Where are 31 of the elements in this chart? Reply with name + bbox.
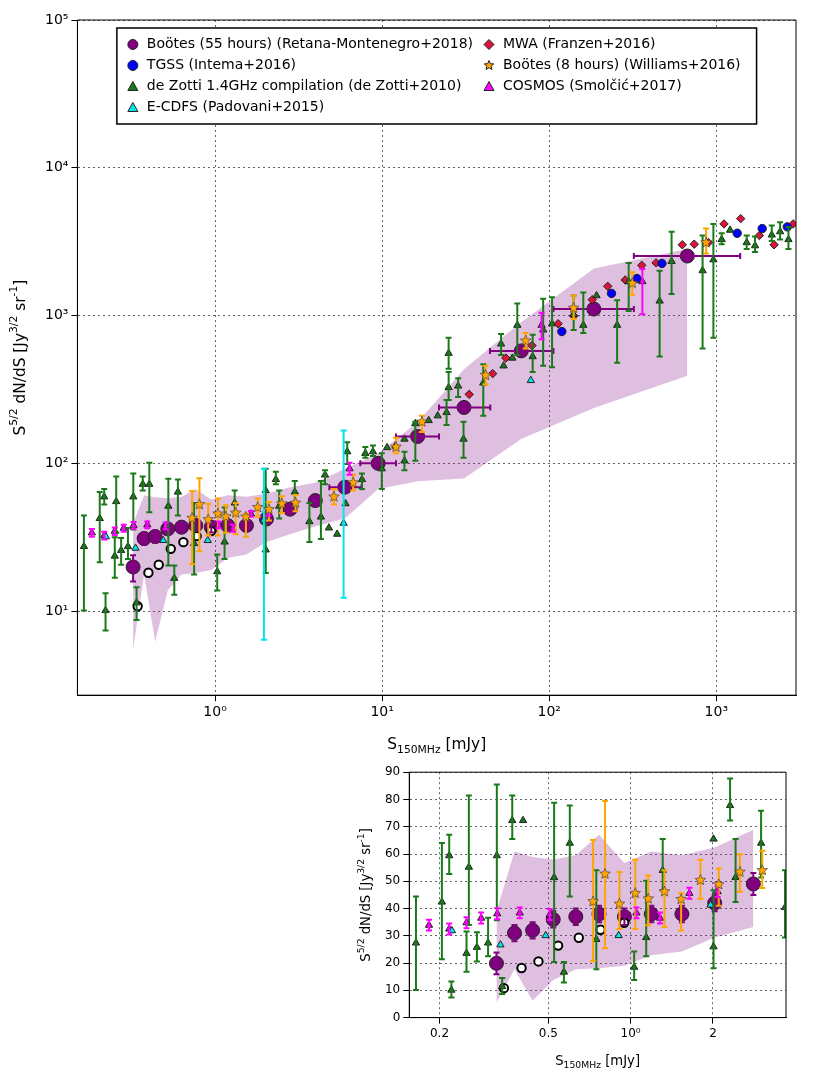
legend-label: TGSS (Intema+2016) (145, 56, 297, 73)
y-tick-label: 50 (384, 873, 401, 888)
y-tick-label: 70 (384, 818, 401, 833)
x-tick-label: 10⁰ (203, 703, 228, 720)
y-tick-label: 40 (384, 900, 401, 915)
y-tick-label: 10 (384, 982, 401, 997)
x-tick-label: 10³ (704, 703, 729, 720)
y-tick-label: 10⁵ (44, 10, 69, 27)
x-tick-label: 10² (537, 703, 561, 720)
y-tick-label: 10⁴ (44, 158, 69, 175)
y-tick-label: 0 (392, 1009, 401, 1024)
y-tick-label: 10² (44, 454, 69, 471)
y-tick-label: 30 (384, 927, 401, 942)
x-tick-label: 10⁰ (620, 1025, 641, 1040)
y-tick-label: 10¹ (44, 601, 69, 618)
legend-label: MWA (Franzen+2016) (503, 35, 656, 52)
y-tick-label: 20 (384, 955, 401, 970)
x-tick-label: 2 (709, 1025, 717, 1040)
y-axis-title: S5/2 dN/dS [Jy3/2 sr-1] (354, 828, 374, 962)
legend-label: de Zotti 1.4GHz compilation (de Zotti+2010) (146, 77, 462, 94)
y-tick-label: 60 (384, 846, 401, 861)
y-axis-title: S5/2 dN/dS [Jy3/2 sr-1] (7, 279, 29, 436)
legend-label: Boötes (8 hours) (Williams+2016) (503, 56, 741, 73)
legend-label: E-CDFS (Padovani+2015) (146, 98, 325, 115)
legend-label: Boötes (55 hours) (Retana-Montenegro+2018) (146, 35, 474, 52)
y-tick-label: 90 (384, 764, 401, 779)
y-tick-label: 80 (384, 791, 401, 806)
y-tick-label: 10³ (44, 306, 69, 323)
x-tick-label: 0.2 (429, 1025, 450, 1040)
legend-label: COSMOS (Smolčić+2017) (503, 77, 682, 94)
x-tick-label: 0.5 (538, 1025, 558, 1040)
